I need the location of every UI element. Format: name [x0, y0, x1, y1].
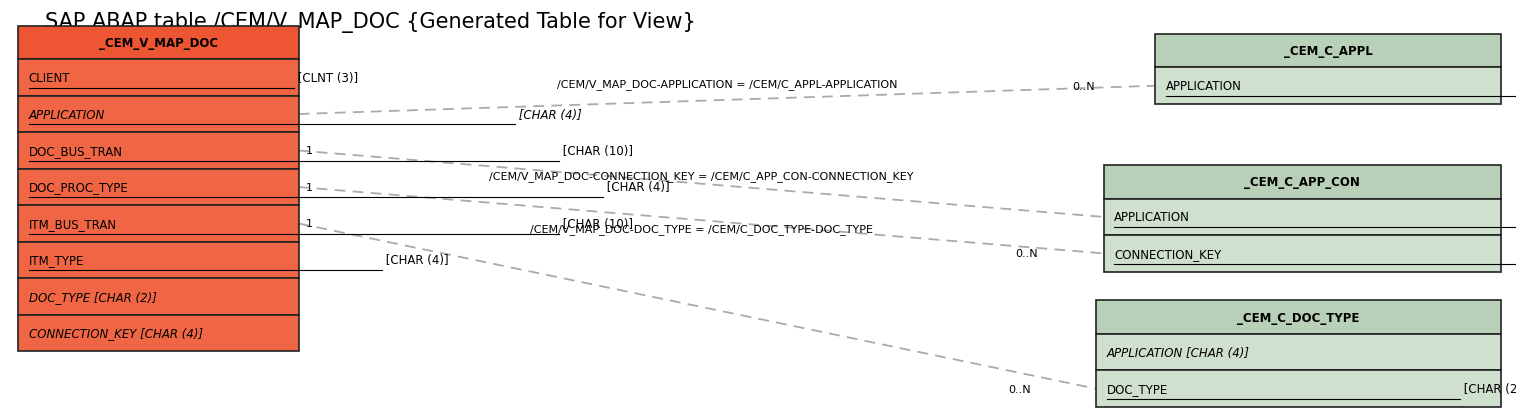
Text: CONNECTION_KEY [CHAR (4)]: CONNECTION_KEY [CHAR (4)]	[29, 327, 203, 339]
Text: [CLNT (3)]: [CLNT (3)]	[294, 72, 358, 85]
Text: ITM_BUS_TRAN: ITM_BUS_TRAN	[29, 218, 117, 230]
Text: APPLICATION: APPLICATION	[1166, 80, 1242, 93]
Text: CONNECTION_KEY: CONNECTION_KEY	[1114, 247, 1222, 260]
Bar	[18, 315, 299, 351]
Text: [CHAR (4)]: [CHAR (4)]	[382, 254, 449, 267]
Bar	[18, 27, 299, 60]
Bar	[18, 242, 299, 279]
Bar	[18, 279, 299, 315]
Bar	[1096, 371, 1501, 407]
Text: 1: 1	[306, 219, 314, 229]
Text: DOC_TYPE [CHAR (2)]: DOC_TYPE [CHAR (2)]	[29, 290, 156, 303]
Text: [CHAR (4)]: [CHAR (4)]	[515, 108, 582, 121]
Bar	[18, 169, 299, 206]
Text: SAP ABAP table /CEM/V_MAP_DOC {Generated Table for View}: SAP ABAP table /CEM/V_MAP_DOC {Generated…	[45, 12, 696, 33]
Text: [CHAR (10)]: [CHAR (10)]	[559, 145, 634, 157]
Bar	[18, 97, 299, 133]
Text: [CHAR (2)]: [CHAR (2)]	[1460, 382, 1516, 395]
Text: _CEM_C_APP_CON: _CEM_C_APP_CON	[1245, 176, 1360, 189]
Text: 0..N: 0..N	[1008, 384, 1031, 394]
Text: /CEM/V_MAP_DOC-APPLICATION = /CEM/C_APPL-APPLICATION: /CEM/V_MAP_DOC-APPLICATION = /CEM/C_APPL…	[556, 79, 897, 90]
Bar	[18, 206, 299, 242]
Text: DOC_BUS_TRAN: DOC_BUS_TRAN	[29, 145, 123, 157]
Bar	[18, 60, 299, 97]
Text: CLIENT: CLIENT	[29, 72, 70, 85]
Text: ITM_TYPE: ITM_TYPE	[29, 254, 85, 267]
Text: _CEM_C_DOC_TYPE: _CEM_C_DOC_TYPE	[1237, 311, 1360, 324]
Bar	[1155, 68, 1501, 105]
Text: APPLICATION: APPLICATION	[29, 108, 105, 121]
Bar	[1104, 236, 1501, 272]
Bar	[1104, 199, 1501, 236]
Text: 1: 1	[306, 182, 314, 193]
Text: _CEM_V_MAP_DOC: _CEM_V_MAP_DOC	[99, 37, 218, 50]
Text: DOC_TYPE: DOC_TYPE	[1107, 382, 1167, 395]
Text: APPLICATION [CHAR (4)]: APPLICATION [CHAR (4)]	[1107, 346, 1249, 359]
Text: _CEM_C_APPL: _CEM_C_APPL	[1284, 45, 1372, 58]
Bar	[1104, 166, 1501, 199]
Text: [CHAR (10)]: [CHAR (10)]	[559, 218, 634, 230]
Text: 1: 1	[306, 146, 314, 156]
Bar	[18, 133, 299, 169]
Text: 0..N: 0..N	[1072, 81, 1095, 92]
Text: DOC_PROC_TYPE: DOC_PROC_TYPE	[29, 181, 129, 194]
Bar	[1155, 35, 1501, 68]
Bar	[1096, 301, 1501, 334]
Text: APPLICATION: APPLICATION	[1114, 211, 1190, 224]
Text: /CEM/V_MAP_DOC-CONNECTION_KEY = /CEM/C_APP_CON-CONNECTION_KEY: /CEM/V_MAP_DOC-CONNECTION_KEY = /CEM/C_A…	[488, 171, 914, 182]
Bar	[1096, 334, 1501, 371]
Text: 0..N: 0..N	[1016, 249, 1038, 259]
Text: /CEM/V_MAP_DOC-DOC_TYPE = /CEM/C_DOC_TYPE-DOC_TYPE: /CEM/V_MAP_DOC-DOC_TYPE = /CEM/C_DOC_TYP…	[529, 223, 873, 234]
Text: [CHAR (4)]: [CHAR (4)]	[603, 181, 670, 194]
